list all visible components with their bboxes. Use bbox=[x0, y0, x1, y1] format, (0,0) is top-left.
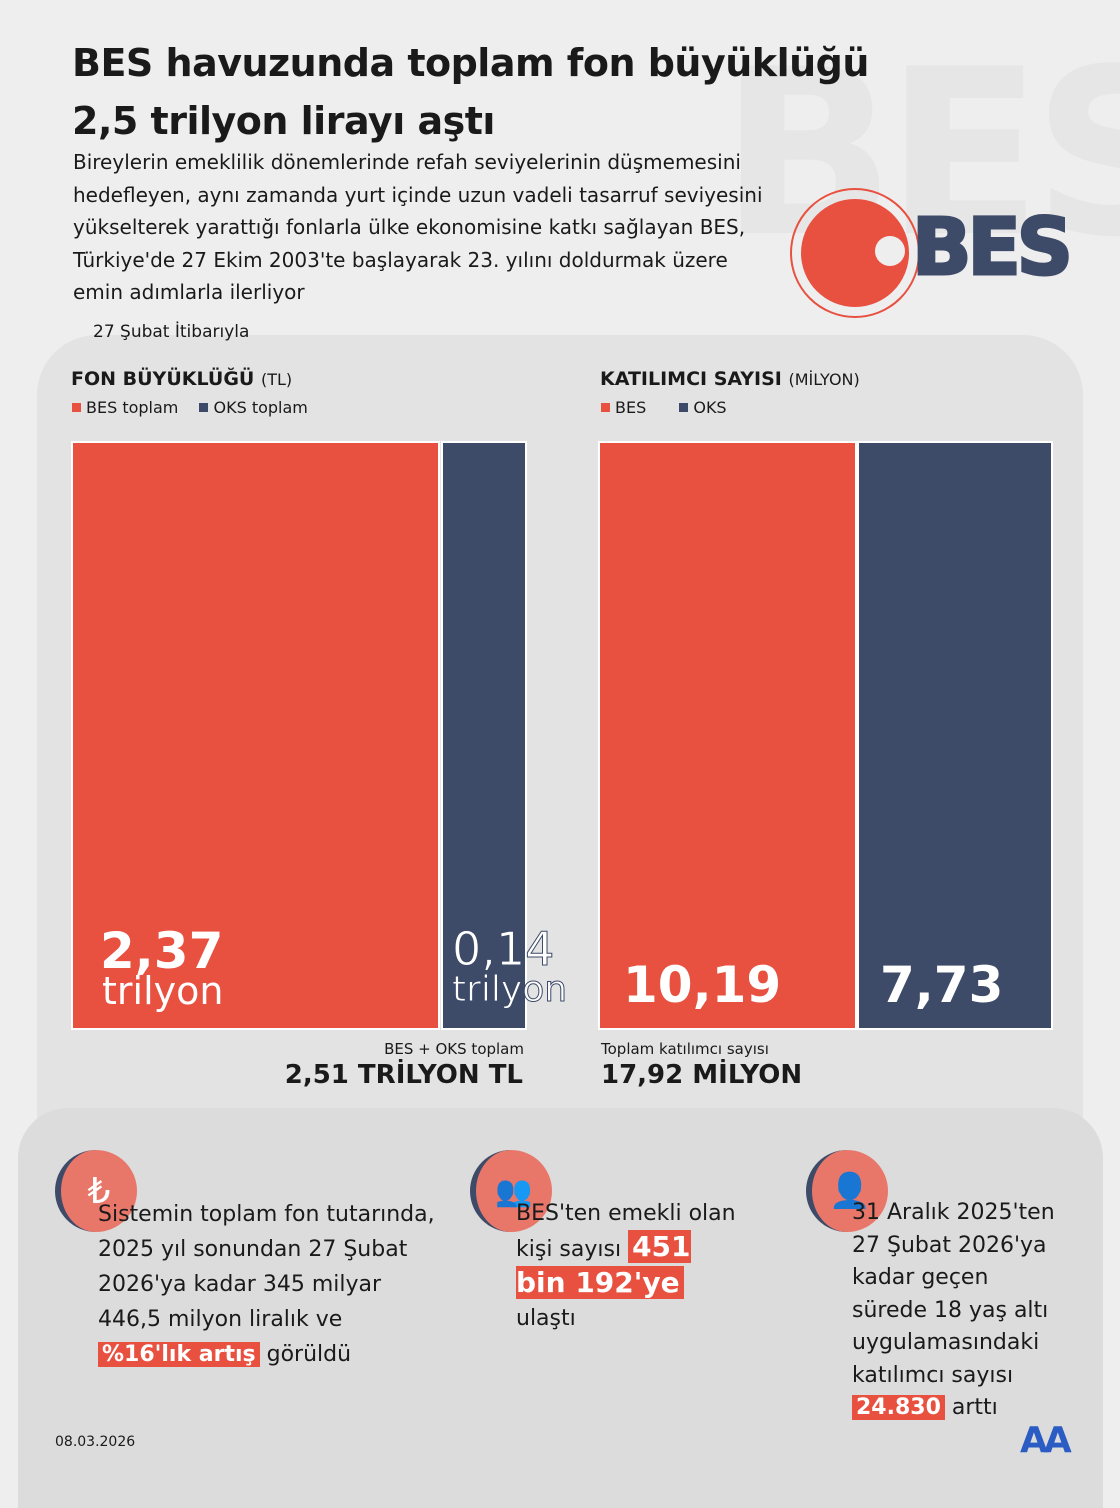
bar-participants-bes bbox=[598, 441, 857, 1030]
chart-title-fund: FON BÜYÜKLÜĞÜ (TL) bbox=[71, 368, 293, 390]
legend-swatch-bes bbox=[72, 403, 81, 412]
bar-unit-fund-oks: trilyon bbox=[451, 969, 568, 1010]
fact-under18: 31 Aralık 2025'ten 27 Şubat 2026'ya kada… bbox=[852, 1200, 1055, 1420]
publish-date: 08.03.2026 bbox=[55, 1434, 136, 1450]
bar-label-participants-oks: 7,73 bbox=[880, 956, 1004, 1014]
legend-participants: BES OKS bbox=[601, 398, 727, 417]
bar-fund-bes bbox=[71, 441, 440, 1030]
total-label-fund: BES + OKS toplam bbox=[384, 1040, 524, 1058]
bar-fund-oks bbox=[441, 441, 527, 1030]
legend-fund: BES toplam OKS toplam bbox=[72, 398, 308, 417]
as-of-date: 27 Şubat İtibarıyla bbox=[93, 322, 250, 342]
legend-swatch-oks bbox=[679, 403, 689, 412]
page-title: BES havuzunda toplam fon büyüklüğü 2,5 tr… bbox=[72, 41, 869, 143]
bes-watermark: BES bbox=[720, 21, 1120, 288]
fact-fund-growth: Sistemin toplam fon tutarında, 2025 yıl … bbox=[98, 1202, 435, 1367]
facts-panel bbox=[18, 1108, 1103, 1508]
subtitle: Bireylerin emeklilik dönemlerinde refah … bbox=[73, 150, 763, 305]
total-value-fund: 2,51 TRİLYON TL bbox=[284, 1060, 523, 1090]
bes-logo-notch bbox=[875, 236, 905, 266]
bes-logo-ring bbox=[790, 188, 920, 318]
bar-label-participants-bes: 10,19 bbox=[623, 956, 782, 1014]
chart-title-participants: KATILIMCI SAYISI (MİLYON) bbox=[600, 368, 860, 390]
total-value-participants: 17,92 MİLYON bbox=[601, 1060, 803, 1090]
bar-label-fund-oks: 0,14 bbox=[451, 922, 555, 976]
person-icon: 👤 bbox=[806, 1150, 888, 1232]
legend-swatch-bes bbox=[601, 403, 610, 412]
fact-retirees: BES'ten emekli olan kişi sayısı 451 bin … bbox=[516, 1201, 736, 1331]
legend-swatch-oks bbox=[199, 403, 209, 412]
lira-icon: ₺ bbox=[55, 1150, 137, 1232]
bes-logo: BES bbox=[911, 202, 1075, 295]
bar-label-fund-bes: 2,37 bbox=[100, 922, 224, 980]
bar-participants-oks bbox=[857, 441, 1053, 1030]
aa-logo: AA bbox=[1020, 1420, 1072, 1461]
bar-unit-fund-bes: trilyon bbox=[102, 969, 224, 1013]
group-icon: 👥 bbox=[470, 1150, 552, 1232]
total-label-participants: Toplam katılımcı sayısı bbox=[601, 1040, 769, 1058]
